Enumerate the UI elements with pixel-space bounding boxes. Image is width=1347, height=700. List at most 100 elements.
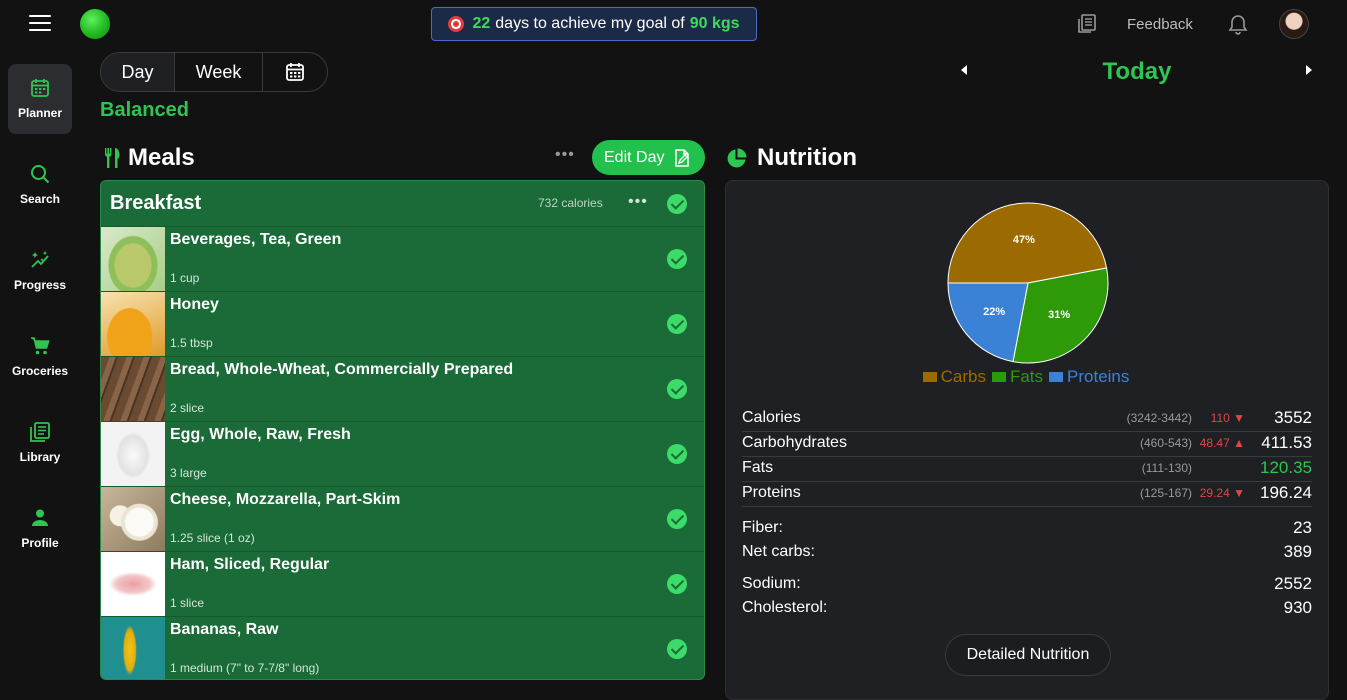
nutrient-diff: 110 ▼ [1210, 411, 1245, 425]
nutrient-range: (125-167) [1139, 486, 1192, 500]
nutrition-title: Nutrition [757, 144, 857, 171]
next-day-arrow-icon[interactable] [1306, 65, 1312, 75]
food-name: Beverages, Tea, Green [170, 231, 342, 248]
sidebar-item-library[interactable]: Library [8, 408, 72, 478]
legend-item-fats[interactable]: Fats [991, 367, 1044, 387]
nutrient-label: Fiber: [742, 519, 783, 536]
nutrition-extra-row: Cholesterol: 930 [742, 596, 1312, 620]
nutrient-label: Fats [742, 459, 774, 476]
sidebar-item-planner[interactable]: Planner [8, 64, 72, 134]
week-tab[interactable]: Week [175, 53, 263, 91]
sidebar-item-label: Profile [21, 536, 59, 550]
nutrient-label: Carbohydrates [742, 434, 847, 451]
nutrient-label: Cholesterol: [742, 599, 828, 616]
check-circle-icon[interactable] [667, 314, 687, 334]
search-icon [31, 165, 50, 184]
nutrient-value: 389 [1283, 542, 1312, 561]
calendar-button[interactable] [263, 53, 327, 91]
fork-knife-icon [105, 148, 120, 168]
date-navigator: Today [955, 58, 1325, 86]
nutrient-value: 120.35 [1260, 458, 1312, 477]
legend-label: Carbs [940, 367, 986, 386]
top-bar: 22 days to achieve my goal of 90 kgs Fee… [0, 0, 1347, 48]
legend-label: Proteins [1067, 367, 1130, 386]
nutrient-value: 411.53 [1261, 433, 1312, 452]
nutrient-range: (3242-3442) [1126, 411, 1192, 425]
food-item[interactable]: Honey 1.5 tbsp [101, 291, 704, 356]
sidebar-item-label: Groceries [11, 364, 69, 378]
macro-pie-chart[interactable]: 47% 31% 22% [946, 201, 1110, 365]
nutrition-card: 47% 31% 22% Carbs Fats Proteins Calories (… [725, 180, 1329, 700]
pie-slice-proteins[interactable] [947, 282, 1029, 363]
user-avatar[interactable] [1279, 9, 1309, 39]
check-circle-icon[interactable] [667, 194, 687, 214]
bell-icon[interactable] [1227, 13, 1249, 35]
check-circle-icon[interactable] [667, 509, 687, 529]
sidebar-item-groceries[interactable]: Groceries [8, 322, 72, 392]
nutrition-row: Fats (111-130) 120.35 [742, 457, 1312, 482]
nutrient-label: Proteins [742, 484, 801, 501]
goal-text: days to achieve my goal of [495, 15, 685, 32]
check-circle-icon[interactable] [667, 574, 687, 594]
check-circle-icon[interactable] [667, 444, 687, 464]
edit-day-button[interactable]: Edit Day [592, 140, 705, 175]
previous-day-arrow-icon[interactable] [961, 65, 967, 75]
nutrition-table: Calories (3242-3442) 110 ▼ 3552 Carbohyd… [742, 407, 1312, 620]
detailed-nutrition-button[interactable]: Detailed Nutrition [945, 634, 1111, 676]
food-image-ham [101, 552, 165, 616]
food-item[interactable]: Egg, Whole, Raw, Fresh 3 large [101, 421, 704, 486]
person-icon [32, 509, 48, 526]
nutrition-extra-row: Sodium: 2552 [742, 572, 1312, 596]
food-item[interactable]: Beverages, Tea, Green 1 cup [101, 226, 704, 291]
date-label[interactable]: Today [1102, 58, 1172, 85]
sidebar-item-label: Library [19, 450, 61, 464]
food-quantity: 1.25 slice (1 oz) [170, 531, 255, 545]
food-name: Ham, Sliced, Regular [170, 556, 330, 573]
food-quantity: 1 cup [170, 271, 200, 285]
edit-document-icon [675, 148, 690, 167]
check-circle-icon[interactable] [667, 639, 687, 659]
feedback-link[interactable]: Feedback [1127, 16, 1193, 33]
food-item[interactable]: Bananas, Raw 1 medium (7" to 7-7/8" long… [101, 616, 704, 679]
meals-more-icon[interactable]: ••• [555, 146, 575, 163]
nutrition-extra-row: Fiber: 23 [742, 516, 1312, 540]
plan-type-label[interactable]: Balanced [100, 99, 189, 121]
food-quantity: 1 slice [170, 596, 205, 610]
legend-label: Fats [1009, 367, 1044, 386]
food-name: Cheese, Mozzarella, Part-Skim [170, 491, 401, 508]
food-quantity: 2 slice [170, 401, 205, 415]
food-item[interactable]: Cheese, Mozzarella, Part-Skim 1.25 slice… [101, 486, 704, 551]
nutrient-range: (460-543) [1139, 436, 1192, 450]
food-item[interactable]: Ham, Sliced, Regular 1 slice [101, 551, 704, 616]
pie-slice-carbs[interactable] [947, 202, 1108, 284]
meal-header[interactable]: Breakfast 732 calories ••• [101, 181, 704, 226]
sidebar-item-search[interactable]: Search [8, 150, 72, 220]
meal-name: Breakfast [110, 192, 202, 214]
legend-swatch-carbs [922, 372, 937, 382]
check-circle-icon[interactable] [667, 379, 687, 399]
food-item[interactable]: Bread, Whole-Wheat, Commercially Prepare… [101, 356, 704, 421]
legend-item-carbs[interactable]: Carbs [922, 367, 986, 387]
nutrient-value: 3552 [1274, 408, 1312, 427]
sidebar-item-label: Planner [17, 106, 62, 120]
app-logo[interactable] [80, 9, 110, 39]
legend-swatch-proteins [1049, 372, 1064, 382]
meal-more-icon[interactable]: ••• [628, 193, 648, 210]
pie-slice-fats[interactable] [1012, 267, 1109, 364]
nutrient-label: Sodium: [742, 575, 801, 592]
menu-icon[interactable] [29, 15, 51, 33]
check-circle-icon[interactable] [667, 249, 687, 269]
sidebar-item-label: Progress [13, 278, 67, 292]
legend-item-proteins[interactable]: Proteins [1049, 367, 1129, 387]
nutrient-diff: 29.24 ▼ [1199, 486, 1245, 500]
sidebar-item-profile[interactable]: Profile [8, 494, 72, 564]
food-quantity: 1.5 tbsp [170, 336, 213, 350]
sidebar-item-progress[interactable]: Progress [8, 236, 72, 306]
target-icon [448, 16, 465, 32]
food-name: Bananas, Raw [170, 621, 279, 638]
food-image-banana [101, 617, 165, 679]
goal-banner[interactable]: 22 days to achieve my goal of 90 kgs [431, 7, 757, 41]
nutrient-label: Net carbs: [742, 543, 815, 560]
day-tab[interactable]: Day [101, 53, 175, 91]
news-icon[interactable] [1078, 14, 1096, 34]
